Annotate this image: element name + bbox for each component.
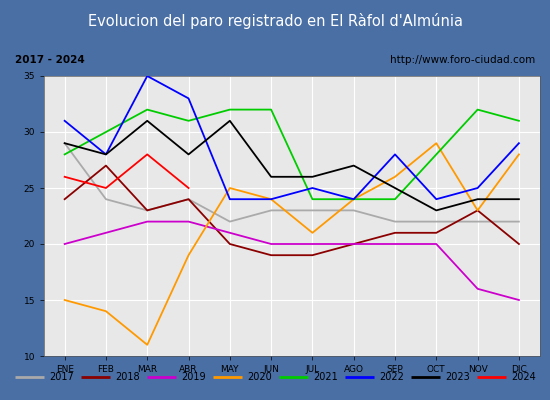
Text: 2021: 2021 (314, 372, 338, 382)
Text: http://www.foro-ciudad.com: http://www.foro-ciudad.com (390, 55, 535, 65)
Text: 2022: 2022 (379, 372, 404, 382)
Text: 2020: 2020 (248, 372, 272, 382)
Text: 2023: 2023 (446, 372, 470, 382)
Text: 2024: 2024 (512, 372, 536, 382)
Text: 2018: 2018 (116, 372, 140, 382)
Text: 2017 - 2024: 2017 - 2024 (15, 55, 84, 65)
Text: Evolucion del paro registrado en El Ràfol d'Almúnia: Evolucion del paro registrado en El Ràfo… (87, 13, 463, 29)
Text: 2019: 2019 (182, 372, 206, 382)
Text: 2017: 2017 (49, 372, 74, 382)
